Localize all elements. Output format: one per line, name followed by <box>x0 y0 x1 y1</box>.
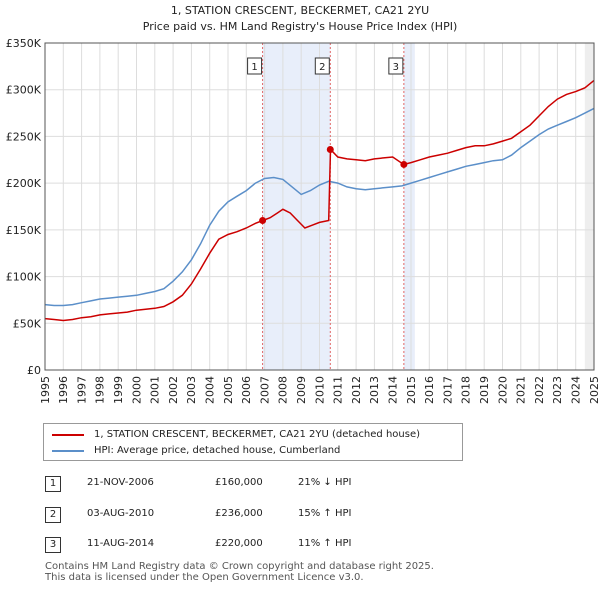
sale-label: 2 <box>319 62 325 73</box>
x-tick-label: 2007 <box>258 376 271 404</box>
legend-swatch-hpi <box>52 450 84 452</box>
sale-point <box>400 160 408 168</box>
x-tick-label: 2005 <box>222 376 235 404</box>
legend-label-hpi: HPI: Average price, detached house, Cumb… <box>94 445 341 456</box>
x-tick-label: 2016 <box>423 376 436 404</box>
x-tick-label: 1998 <box>94 376 107 404</box>
x-tick-label: 1997 <box>75 376 88 404</box>
y-tick-label: £150K <box>6 224 42 237</box>
x-tick-label: 1995 <box>39 376 52 404</box>
y-tick-label: £50K <box>13 317 42 330</box>
y-tick-label: £100K <box>6 271 42 284</box>
transaction-number: 2 <box>45 507 61 523</box>
x-tick-label: 2023 <box>551 376 564 404</box>
x-tick-label: 2020 <box>496 376 509 404</box>
transaction-number: 3 <box>45 537 61 553</box>
x-tick-label: 2017 <box>441 376 454 404</box>
transaction-date: 03-AUG-2010 <box>87 508 155 519</box>
y-tick-label: £300K <box>6 84 42 97</box>
transaction-date: 11-AUG-2014 <box>87 538 155 549</box>
plot-border <box>44 42 595 371</box>
y-tick-label: £200K <box>6 177 42 190</box>
x-tick-label: 1999 <box>112 376 125 404</box>
x-tick-label: 2013 <box>368 376 381 404</box>
transaction-date: 21-NOV-2006 <box>87 477 154 488</box>
x-tick-label: 2004 <box>204 376 217 404</box>
y-tick-label: £250K <box>6 130 42 143</box>
x-tick-label: 2022 <box>533 376 546 404</box>
x-tick-label: 1996 <box>57 376 70 404</box>
transaction-hpi-change: 15% ↑ HPI <box>298 508 352 519</box>
hpi-line <box>44 107 595 307</box>
chart-subtitle: Price paid vs. HM Land Registry's House … <box>143 20 458 33</box>
x-tick-label: 2010 <box>313 376 326 404</box>
transaction-number: 1 <box>45 476 61 492</box>
x-tick-label: 2001 <box>149 376 162 404</box>
x-tick-label: 2025 <box>588 376 600 404</box>
property-price-line <box>44 79 595 322</box>
x-tick-label: 2019 <box>478 376 491 404</box>
future-shade <box>584 43 594 370</box>
transaction-hpi-change: 21% ↓ HPI <box>298 477 352 488</box>
x-tick-label: 2021 <box>515 376 528 404</box>
legend: 1, STATION CRESCENT, BECKERMET, CA21 2YU… <box>43 423 463 461</box>
transaction-price: £160,000 <box>215 477 263 488</box>
x-tick-label: 2011 <box>332 376 345 404</box>
sale-label-box <box>314 57 330 75</box>
footer-copyright: Contains HM Land Registry data © Crown c… <box>45 561 434 572</box>
sale-point <box>259 217 267 225</box>
x-tick-label: 2024 <box>570 376 583 404</box>
legend-label-property: 1, STATION CRESCENT, BECKERMET, CA21 2YU… <box>94 429 421 440</box>
transaction-price: £220,000 <box>215 538 263 549</box>
y-tick-label: £350K <box>6 37 42 50</box>
ownership-shade <box>262 43 331 370</box>
sale-label: 1 <box>251 62 257 73</box>
x-tick-label: 2006 <box>240 376 253 404</box>
footer-licence: This data is licensed under the Open Gov… <box>45 572 364 583</box>
y-tick-label: £0 <box>27 364 41 377</box>
x-tick-label: 2003 <box>185 376 198 404</box>
sale-label: 3 <box>393 62 399 73</box>
ownership-shade <box>403 43 415 370</box>
x-tick-label: 2018 <box>460 376 473 404</box>
sale-point <box>326 146 334 154</box>
x-tick-label: 2014 <box>387 376 400 404</box>
x-tick-label: 2000 <box>130 376 143 404</box>
price-chart: 1, STATION CRESCENT, BECKERMET, CA21 2YU… <box>6 4 600 404</box>
transaction-price: £236,000 <box>215 508 263 519</box>
footer-attribution: Contains HM Land Registry data © Crown c… <box>45 561 434 583</box>
x-tick-label: 2015 <box>405 376 418 404</box>
sale-label-box <box>247 57 263 75</box>
transaction-hpi-change: 11% ↑ HPI <box>298 538 352 549</box>
x-tick-label: 2009 <box>295 376 308 404</box>
x-tick-label: 2012 <box>350 376 363 404</box>
x-tick-label: 2002 <box>167 376 180 404</box>
sale-label-box <box>388 57 404 75</box>
x-tick-label: 2008 <box>277 376 290 404</box>
chart-title: 1, STATION CRESCENT, BECKERMET, CA21 2YU <box>171 4 429 17</box>
legend-swatch-property <box>52 434 84 436</box>
